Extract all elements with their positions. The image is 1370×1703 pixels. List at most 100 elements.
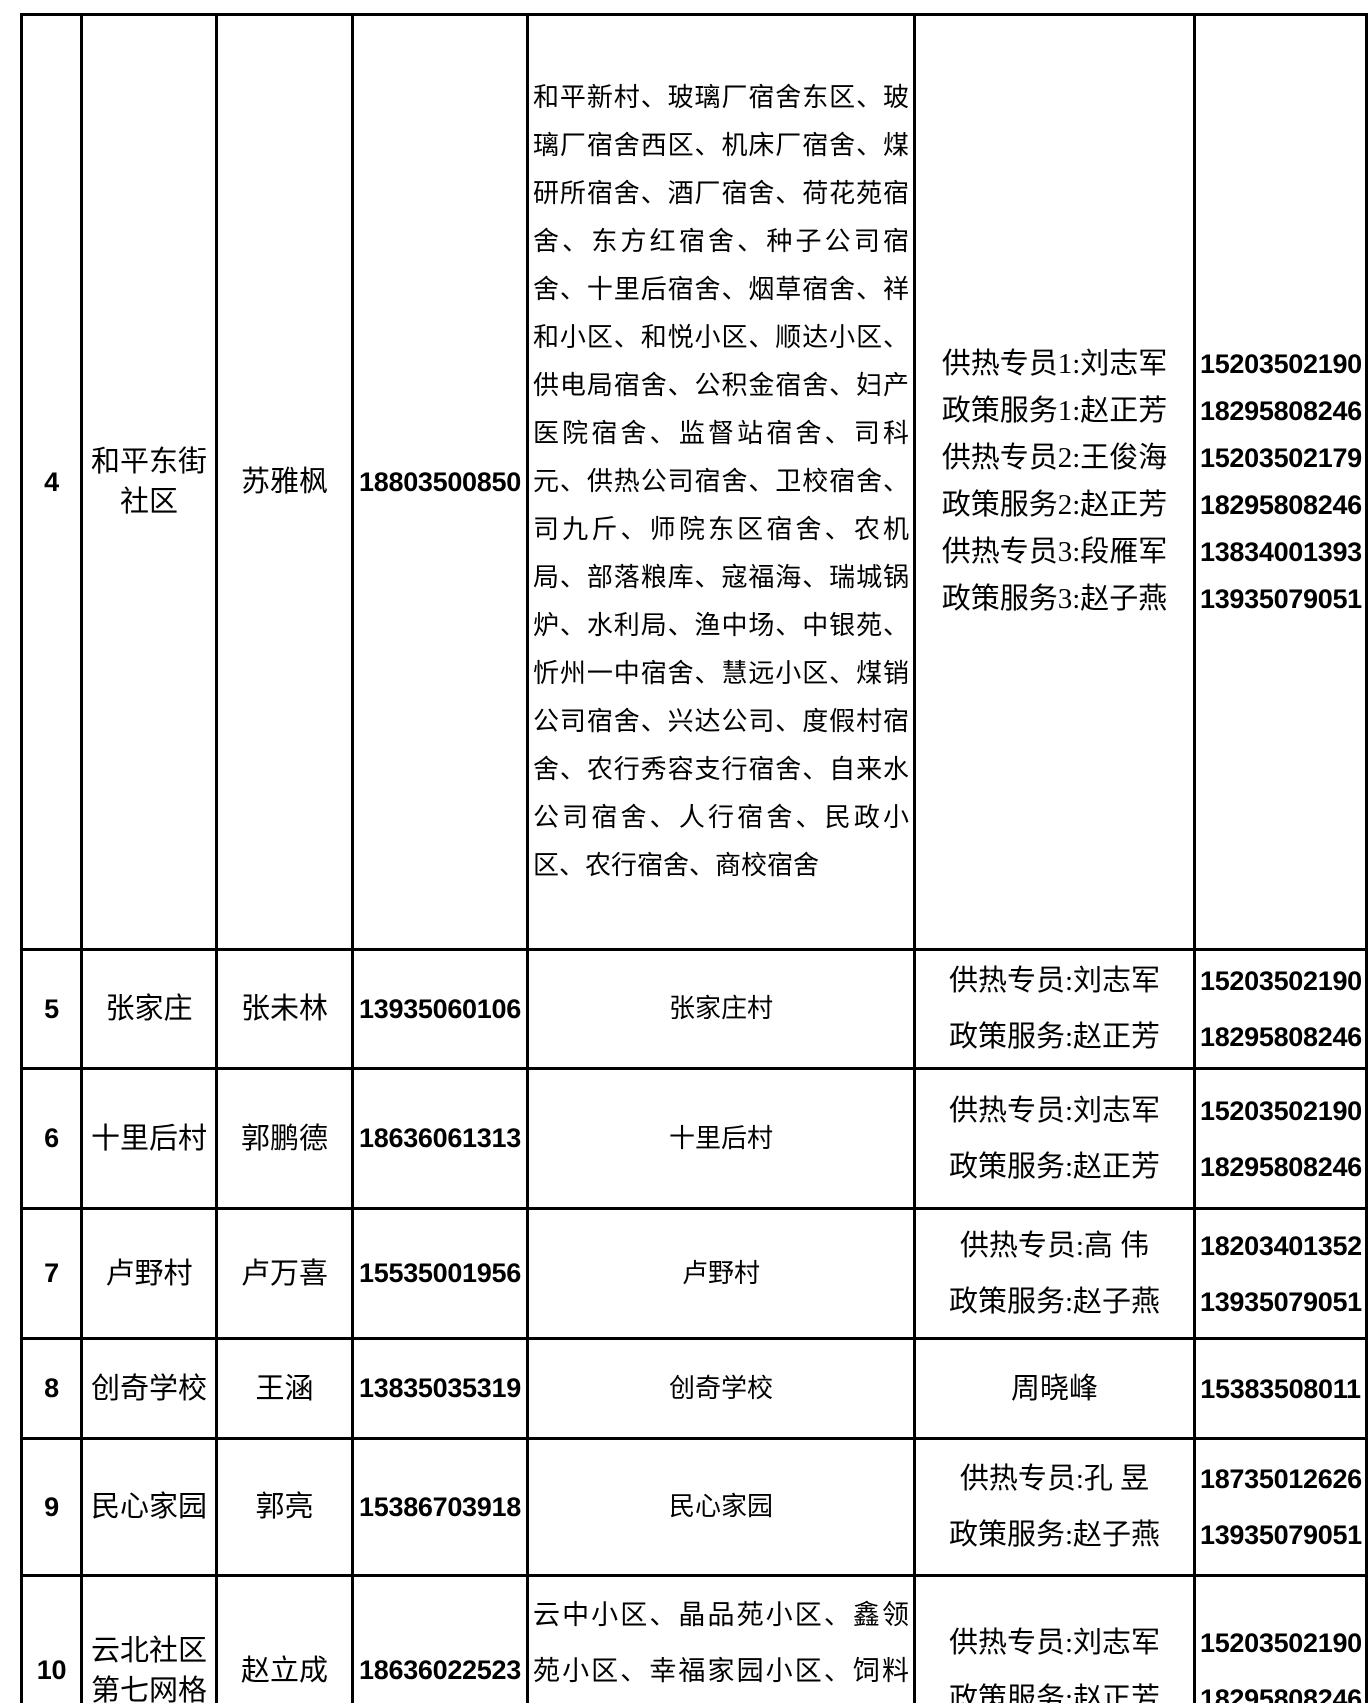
cell-contact-phone: 15535001956: [351, 1207, 529, 1340]
staff-phone-list: 18203401352 13935079051: [1200, 1218, 1362, 1330]
staff-phone: 18295808246: [1200, 1022, 1362, 1052]
cell-community-name: 创奇学校: [80, 1337, 218, 1440]
cell-community-name: 云北社区第七网格: [80, 1574, 218, 1703]
cell-contact-name: 张未林: [215, 948, 354, 1070]
cell-contact-phone: 18803500850: [351, 13, 529, 951]
cell-staff: 供热专员:刘志军 政策服务:赵正芳: [913, 948, 1196, 1070]
cell-contact-phone: 18636061313: [351, 1067, 529, 1210]
staff-phone: 18295808246: [1200, 1683, 1362, 1703]
cell-contact-phone: 18636022523: [351, 1574, 529, 1703]
cell-contact-name: 郭亮: [215, 1437, 354, 1577]
cell-staff: 供热专员:高 伟 政策服务:赵子燕: [913, 1207, 1196, 1340]
contact-phone: 13835035319: [359, 1373, 521, 1403]
cell-row-index: 4: [20, 13, 83, 951]
staff-line: 供热专员:刘志军: [948, 1626, 1161, 1659]
cell-contact-name: 郭鹏德: [215, 1067, 354, 1210]
contact-phone: 13935060106: [359, 993, 521, 1024]
cell-community-name: 卢野村: [80, 1207, 218, 1340]
staff-phone: 15383508011: [1200, 1373, 1361, 1404]
contact-phone: 18636061313: [359, 1123, 521, 1153]
staff-phone-list: 15203502190 18295808246: [1200, 953, 1362, 1065]
cell-staff-phones: 15203502190 18295808246: [1193, 1574, 1368, 1703]
staff-phone: 13935079051: [1200, 1520, 1362, 1550]
cell-staff: 供热专员:孔 昱 政策服务:赵子燕: [913, 1437, 1196, 1577]
cell-community-name: 张家庄: [80, 948, 218, 1070]
cell-contact-phone: 13835035319: [351, 1337, 529, 1440]
row-index: 7: [44, 1258, 59, 1288]
cell-coverage: 云中小区、晶品苑小区、鑫领苑小区、幸福家园小区、饲料公司宿舍: [526, 1574, 916, 1703]
contact-name: 郭鹏德: [240, 1122, 328, 1155]
contact-name: 王涵: [255, 1372, 314, 1405]
staff-list: 供热专员1:刘志军 政策服务1:赵正芳 供热专员2:王俊海 政策服务2:赵正芳 …: [920, 341, 1189, 623]
table-row: 4 和平东街社区 苏雅枫 18803500850 和平新村、玻璃厂宿舍东区、玻璃…: [20, 13, 1368, 951]
table-row: 8 创奇学校 王涵 13835035319 创奇学校 周晓峰 153835080…: [20, 1337, 1368, 1440]
staff-phone-list: 15203502190 18295808246 15203502179 1829…: [1200, 341, 1362, 623]
cell-community-name: 十里后村: [80, 1067, 218, 1210]
cell-community-name: 和平东街社区: [80, 13, 218, 951]
contact-phone: 18803500850: [359, 466, 521, 497]
cell-staff: 供热专员:刘志军 政策服务:赵正芳: [913, 1574, 1196, 1703]
table-row: 7 卢野村 卢万喜 15535001956 卢野村 供热专员:高 伟 政策服务:…: [20, 1207, 1368, 1340]
cell-row-index: 5: [20, 948, 83, 1070]
staff-line: 供热专员3:段雁军: [941, 536, 1168, 568]
staff-line: 政策服务:赵子燕: [948, 1285, 1161, 1318]
staff-phone: 15203502190: [1200, 1095, 1362, 1126]
cell-staff: 供热专员:刘志军 政策服务:赵正芳: [913, 1067, 1196, 1210]
community-name: 民心家园: [90, 1491, 207, 1523]
staff-phone: 15203502190: [1200, 349, 1362, 379]
contact-name: 张未林: [240, 993, 328, 1025]
table-row: 9 民心家园 郭亮 15386703918 民心家园 供热专员:孔 昱 政策服务…: [20, 1437, 1368, 1577]
cell-staff-phones: 15203502190 18295808246: [1193, 948, 1368, 1070]
staff-phone-list: 15203502190 18295808246: [1200, 1083, 1362, 1195]
cell-coverage: 张家庄村: [526, 948, 916, 1070]
staff-phone-list: 15383508011: [1200, 1361, 1361, 1417]
cell-coverage: 卢野村: [526, 1207, 916, 1340]
cell-contact-name: 赵立成: [215, 1574, 354, 1703]
staff-line: 政策服务2:赵正芳: [941, 489, 1168, 521]
staff-phone: 13935079051: [1200, 584, 1362, 614]
cell-staff-phones: 18203401352 13935079051: [1193, 1207, 1368, 1340]
community-name: 卢野村: [105, 1257, 193, 1290]
cell-row-index: 9: [20, 1437, 83, 1577]
staff-line: 供热专员:刘志军: [948, 965, 1161, 997]
coverage-area: 卢野村: [681, 1258, 760, 1288]
staff-list: 周晓峰: [920, 1361, 1189, 1417]
coverage-area: 十里后村: [668, 1123, 773, 1153]
community-name: 创奇学校: [90, 1372, 207, 1405]
staff-phone: 15203502190: [1200, 1627, 1362, 1658]
staff-line: 供热专员2:王俊海: [941, 442, 1168, 474]
staff-line: 供热专员:刘志军: [948, 1094, 1161, 1127]
cell-contact-name: 王涵: [215, 1337, 354, 1440]
row-index: 5: [44, 993, 59, 1024]
cell-row-index: 7: [20, 1207, 83, 1340]
contact-phone: 15535001956: [359, 1258, 521, 1288]
heating-contact-table: 4 和平东街社区 苏雅枫 18803500850 和平新村、玻璃厂宿舍东区、玻璃…: [20, 13, 1368, 1703]
staff-line: 政策服务:赵正芳: [948, 1021, 1161, 1053]
coverage-area: 云中小区、晶品苑小区、鑫领苑小区、幸福家园小区、饲料公司宿舍: [533, 1599, 909, 1686]
coverage-area: 民心家园: [668, 1492, 773, 1521]
cell-contact-phone: 13935060106: [351, 948, 529, 1070]
staff-line: 政策服务3:赵子燕: [941, 583, 1168, 615]
staff-phone: 18735012626: [1200, 1464, 1362, 1494]
staff-line: 供热专员1:刘志军: [941, 348, 1168, 380]
staff-line: 政策服务:赵子燕: [948, 1519, 1161, 1551]
staff-list: 供热专员:孔 昱 政策服务:赵子燕: [920, 1451, 1189, 1563]
row-index: 6: [44, 1123, 59, 1153]
contact-name: 卢万喜: [240, 1257, 328, 1290]
staff-phone: 18295808246: [1200, 1151, 1362, 1182]
row-index: 9: [44, 1491, 59, 1522]
staff-line: 政策服务1:赵正芳: [941, 395, 1168, 427]
staff-phone: 13834001393: [1200, 537, 1362, 567]
staff-phone: 13935079051: [1200, 1286, 1362, 1317]
cell-coverage: 创奇学校: [526, 1337, 916, 1440]
cell-staff-phones: 15383508011: [1193, 1337, 1368, 1440]
table-row: 5 张家庄 张未林 13935060106 张家庄村 供热专员:刘志军 政策服务…: [20, 948, 1368, 1070]
cell-coverage: 和平新村、玻璃厂宿舍东区、玻璃厂宿舍西区、机床厂宿舍、煤研所宿舍、酒厂宿舍、荷花…: [526, 13, 916, 951]
cell-staff: 供热专员1:刘志军 政策服务1:赵正芳 供热专员2:王俊海 政策服务2:赵正芳 …: [913, 13, 1196, 951]
cell-community-name: 民心家园: [80, 1437, 218, 1577]
coverage-area: 创奇学校: [668, 1373, 773, 1403]
cell-row-index: 6: [20, 1067, 83, 1210]
staff-phone: 18203401352: [1200, 1230, 1362, 1261]
cell-contact-name: 苏雅枫: [215, 13, 354, 951]
cell-contact-phone: 15386703918: [351, 1437, 529, 1577]
